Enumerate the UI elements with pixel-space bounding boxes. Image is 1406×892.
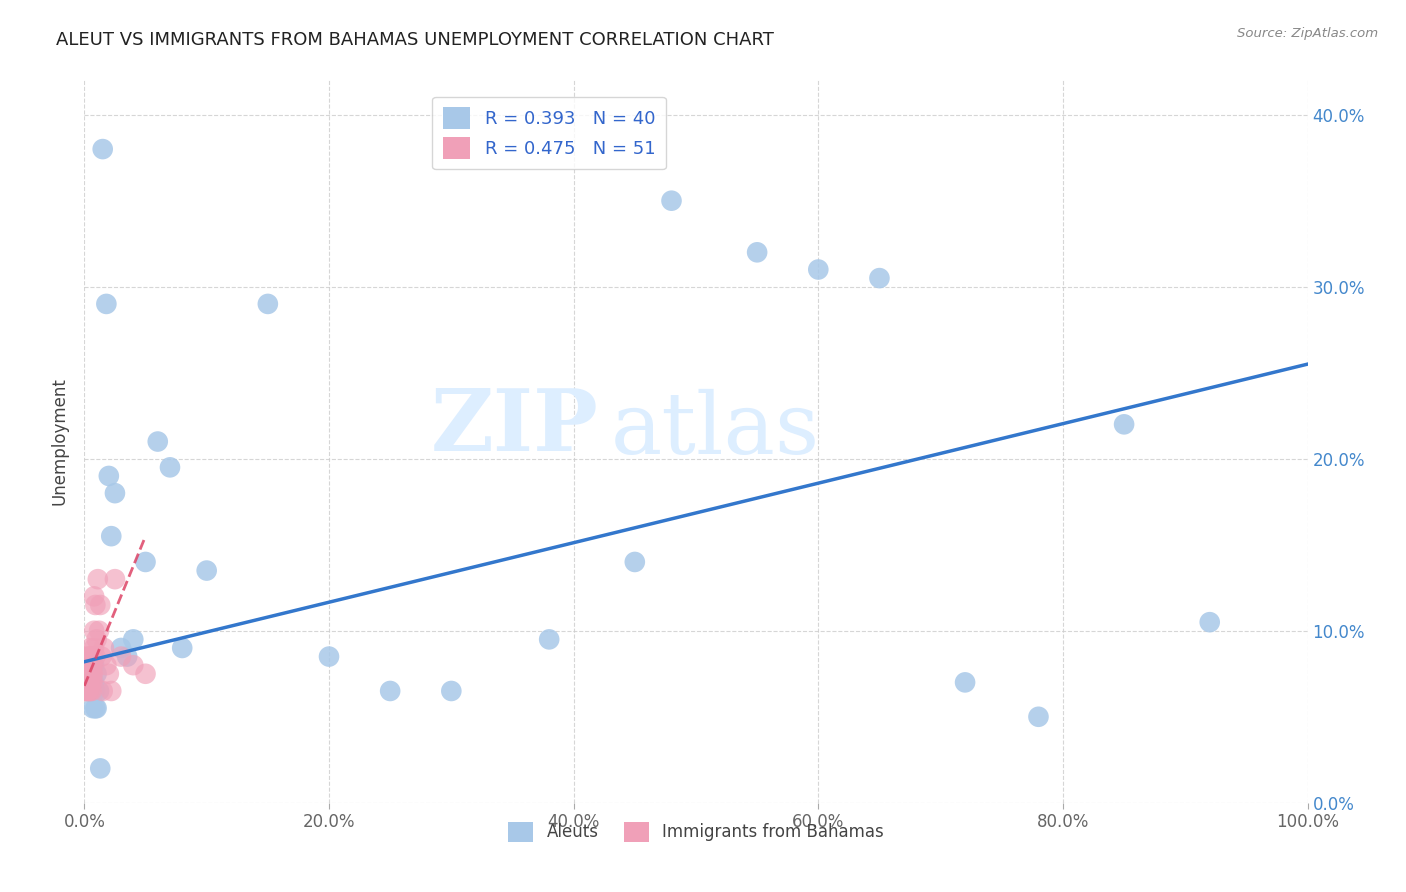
- Point: [122, 658, 145, 673]
- Point: [1114, 417, 1136, 432]
- Point: [76, 684, 98, 698]
- Point: [135, 555, 157, 569]
- Point: [77, 658, 100, 673]
- Point: [82, 658, 104, 673]
- Point: [77, 666, 100, 681]
- Point: [83, 658, 105, 673]
- Point: [84, 598, 107, 612]
- Point: [83, 640, 105, 655]
- Point: [79, 666, 101, 681]
- Point: [75, 684, 97, 698]
- Point: [97, 666, 120, 681]
- Point: [380, 684, 402, 698]
- Legend: Aleuts, Immigrants from Bahamas: Aleuts, Immigrants from Bahamas: [502, 815, 890, 848]
- Point: [86, 666, 108, 681]
- Point: [87, 572, 110, 586]
- Y-axis label: Unemployment: Unemployment: [51, 377, 69, 506]
- Point: [747, 245, 769, 260]
- Point: [440, 684, 463, 698]
- Point: [87, 684, 110, 698]
- Point: [75, 658, 97, 673]
- Text: ZIP: ZIP: [430, 385, 598, 469]
- Point: [96, 297, 118, 311]
- Point: [96, 658, 118, 673]
- Point: [82, 701, 104, 715]
- Point: [257, 297, 280, 311]
- Point: [80, 684, 103, 698]
- Point: [86, 632, 108, 647]
- Point: [77, 675, 100, 690]
- Point: [807, 262, 830, 277]
- Point: [135, 666, 157, 681]
- Point: [77, 675, 100, 690]
- Point: [77, 658, 100, 673]
- Point: [84, 649, 107, 664]
- Point: [538, 632, 561, 647]
- Point: [79, 649, 101, 664]
- Point: [79, 675, 101, 690]
- Point: [89, 761, 111, 775]
- Point: [80, 666, 103, 681]
- Point: [83, 590, 105, 604]
- Point: [624, 555, 647, 569]
- Point: [80, 675, 103, 690]
- Point: [76, 658, 98, 673]
- Point: [159, 460, 181, 475]
- Point: [110, 649, 132, 664]
- Point: [79, 640, 101, 655]
- Point: [79, 658, 101, 673]
- Text: Source: ZipAtlas.com: Source: ZipAtlas.com: [1237, 27, 1378, 40]
- Point: [83, 624, 105, 638]
- Point: [84, 684, 107, 698]
- Point: [77, 684, 100, 698]
- Point: [91, 142, 114, 156]
- Point: [91, 684, 114, 698]
- Point: [869, 271, 891, 285]
- Point: [76, 666, 98, 681]
- Point: [77, 649, 100, 664]
- Point: [146, 434, 169, 449]
- Point: [82, 666, 104, 681]
- Point: [77, 684, 100, 698]
- Point: [79, 684, 101, 698]
- Point: [75, 675, 97, 690]
- Text: atlas: atlas: [610, 389, 820, 472]
- Point: [75, 666, 97, 681]
- Point: [82, 675, 104, 690]
- Point: [100, 529, 122, 543]
- Point: [84, 701, 107, 715]
- Point: [77, 666, 100, 681]
- Text: ALEUT VS IMMIGRANTS FROM BAHAMAS UNEMPLOYMENT CORRELATION CHART: ALEUT VS IMMIGRANTS FROM BAHAMAS UNEMPLO…: [56, 31, 775, 49]
- Point: [953, 675, 976, 690]
- Point: [87, 624, 110, 638]
- Point: [195, 564, 218, 578]
- Point: [115, 649, 138, 664]
- Point: [89, 598, 111, 612]
- Point: [97, 469, 120, 483]
- Point: [83, 684, 105, 698]
- Point: [82, 675, 104, 690]
- Point: [104, 486, 127, 500]
- Point: [110, 640, 132, 655]
- Point: [93, 640, 115, 655]
- Point: [318, 649, 340, 664]
- Point: [86, 701, 108, 715]
- Point: [100, 684, 122, 698]
- Point: [83, 675, 105, 690]
- Point: [79, 675, 101, 690]
- Point: [104, 572, 127, 586]
- Point: [77, 649, 100, 664]
- Point: [80, 684, 103, 698]
- Point: [122, 632, 145, 647]
- Point: [82, 649, 104, 664]
- Point: [80, 658, 103, 673]
- Point: [661, 194, 683, 208]
- Point: [90, 649, 112, 664]
- Point: [1028, 710, 1050, 724]
- Point: [76, 675, 98, 690]
- Point: [172, 640, 194, 655]
- Point: [1198, 615, 1220, 630]
